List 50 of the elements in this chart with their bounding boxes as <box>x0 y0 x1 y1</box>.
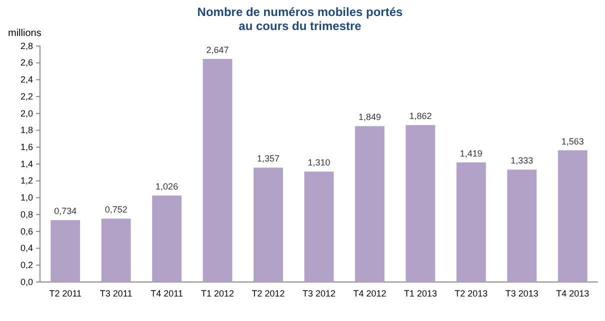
y-tick-label: 2,2 <box>20 91 33 102</box>
chart-title: Nombre de numéros mobiles portés au cours du trimestre <box>197 5 404 33</box>
y-tick-label: 0,6 <box>20 226 33 236</box>
data-label: 0,752 <box>104 204 128 215</box>
data-label: 1,563 <box>561 136 584 146</box>
x-tick-label: T2 2011 <box>49 288 82 298</box>
y-tick-label: 1,6 <box>20 142 33 152</box>
data-label: 1,419 <box>460 148 482 158</box>
bar <box>202 58 232 282</box>
data-label: 1,849 <box>358 112 381 122</box>
x-tick-label: T3 2012 <box>302 288 336 298</box>
bar <box>101 218 131 282</box>
bar <box>558 150 588 282</box>
x-tick-label: T2 2012 <box>252 288 285 298</box>
bar <box>50 220 80 282</box>
data-label: 0,734 <box>54 206 77 216</box>
data-label: 2,647 <box>206 44 229 55</box>
x-tick-label: T3 2013 <box>505 288 538 298</box>
y-tick-label: 0,0 <box>20 276 33 287</box>
y-tick-label: 2,6 <box>20 58 33 68</box>
y-tick-label: 1,2 <box>20 176 33 186</box>
y-tick-label: 1,0 <box>20 192 33 203</box>
x-tick-label: T4 2013 <box>556 288 590 298</box>
data-label: 1,333 <box>510 156 534 166</box>
bar <box>355 126 384 282</box>
data-label: 1,026 <box>156 182 178 192</box>
x-tick-label: T2 2013 <box>454 288 488 298</box>
y-tick-label: 0,8 <box>20 209 33 220</box>
x-tick-label: T4 2012 <box>353 288 386 298</box>
x-tick-label: T1 2013 <box>404 288 437 298</box>
x-tick-label: T3 2011 <box>100 288 132 298</box>
y-tick-label: 2,4 <box>20 74 33 85</box>
y-tick-label: 0,2 <box>20 260 33 270</box>
data-label: 1,357 <box>257 154 280 164</box>
y-tick-label: 2,0 <box>20 108 33 118</box>
y-tick-label: 1,8 <box>20 125 33 136</box>
data-label: 1,310 <box>308 158 330 168</box>
y-tick-label: 2,8 <box>20 40 33 51</box>
y-axis-title: millions <box>8 28 42 39</box>
y-tick-label: 0,4 <box>20 243 33 254</box>
bar <box>152 196 182 282</box>
data-label: 1,862 <box>409 111 432 122</box>
bar <box>406 125 436 282</box>
bar <box>304 172 334 282</box>
bar <box>254 168 283 282</box>
y-tick-label: 1,4 <box>20 158 33 169</box>
bar <box>456 162 486 282</box>
x-tick-label: T4 2011 <box>150 288 183 298</box>
x-tick-label: T1 2012 <box>201 288 234 298</box>
bar <box>507 170 537 282</box>
